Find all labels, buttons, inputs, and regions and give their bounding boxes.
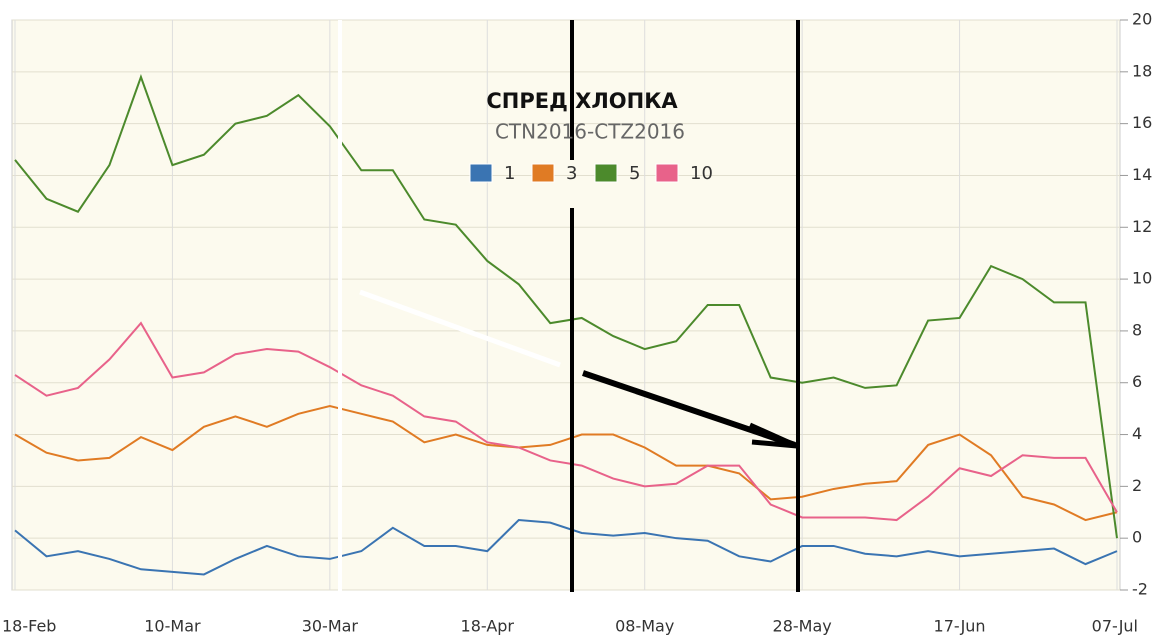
y-tick-label: 10 <box>1132 269 1152 288</box>
series-line <box>14 321 1118 522</box>
legend-swatch <box>655 163 679 183</box>
x-tick-label: 18-Feb <box>2 617 56 636</box>
y-tick-label: 6 <box>1132 372 1142 391</box>
y-tick-label: 18 <box>1132 61 1152 80</box>
legend-label: 10 <box>690 163 713 184</box>
series-line <box>14 405 1118 522</box>
y-tick-label: 2 <box>1132 476 1142 495</box>
grid <box>12 19 1120 591</box>
x-tick-label: 10-Mar <box>144 617 201 636</box>
y-tick-label: 14 <box>1132 165 1152 184</box>
legend-swatch <box>469 163 493 183</box>
legend-label: 3 <box>566 163 577 184</box>
annotation-arrow <box>582 370 796 448</box>
legend: 1 3 5 10 <box>469 163 713 184</box>
chart-title: СПРЕД ХЛОПКА <box>486 89 678 113</box>
annotation-arrowhead <box>748 422 799 449</box>
x-tick-label: 18-Apr <box>461 617 515 636</box>
legend-label: 5 <box>629 163 640 184</box>
series-line <box>14 519 1118 576</box>
x-tick-label: 07-Jul <box>1092 617 1138 636</box>
legend-label: 1 <box>504 163 515 184</box>
chart-subtitle: CTN2016-CTZ2016 <box>495 120 685 144</box>
x-tick-label: 30-Mar <box>302 617 359 636</box>
x-tick-label: 28-May <box>773 617 832 636</box>
y-tick-label: 0 <box>1132 528 1142 547</box>
plot-area <box>11 19 1121 591</box>
legend-swatch <box>594 163 618 183</box>
y-tick-label: 16 <box>1132 113 1152 132</box>
legend-swatch <box>531 163 555 183</box>
y-tick-label: 12 <box>1132 217 1152 236</box>
annotation-line <box>359 289 561 368</box>
x-tick-label: 08-May <box>615 617 674 636</box>
y-tick-label: 8 <box>1132 320 1142 339</box>
y-tick-label: 20 <box>1132 10 1152 29</box>
series-line <box>14 74 1118 539</box>
lines <box>14 74 1118 576</box>
y-tick-label: -2 <box>1132 580 1148 599</box>
y-tick-label: 4 <box>1132 424 1142 443</box>
x-tick-label: 17-Jun <box>934 617 986 636</box>
